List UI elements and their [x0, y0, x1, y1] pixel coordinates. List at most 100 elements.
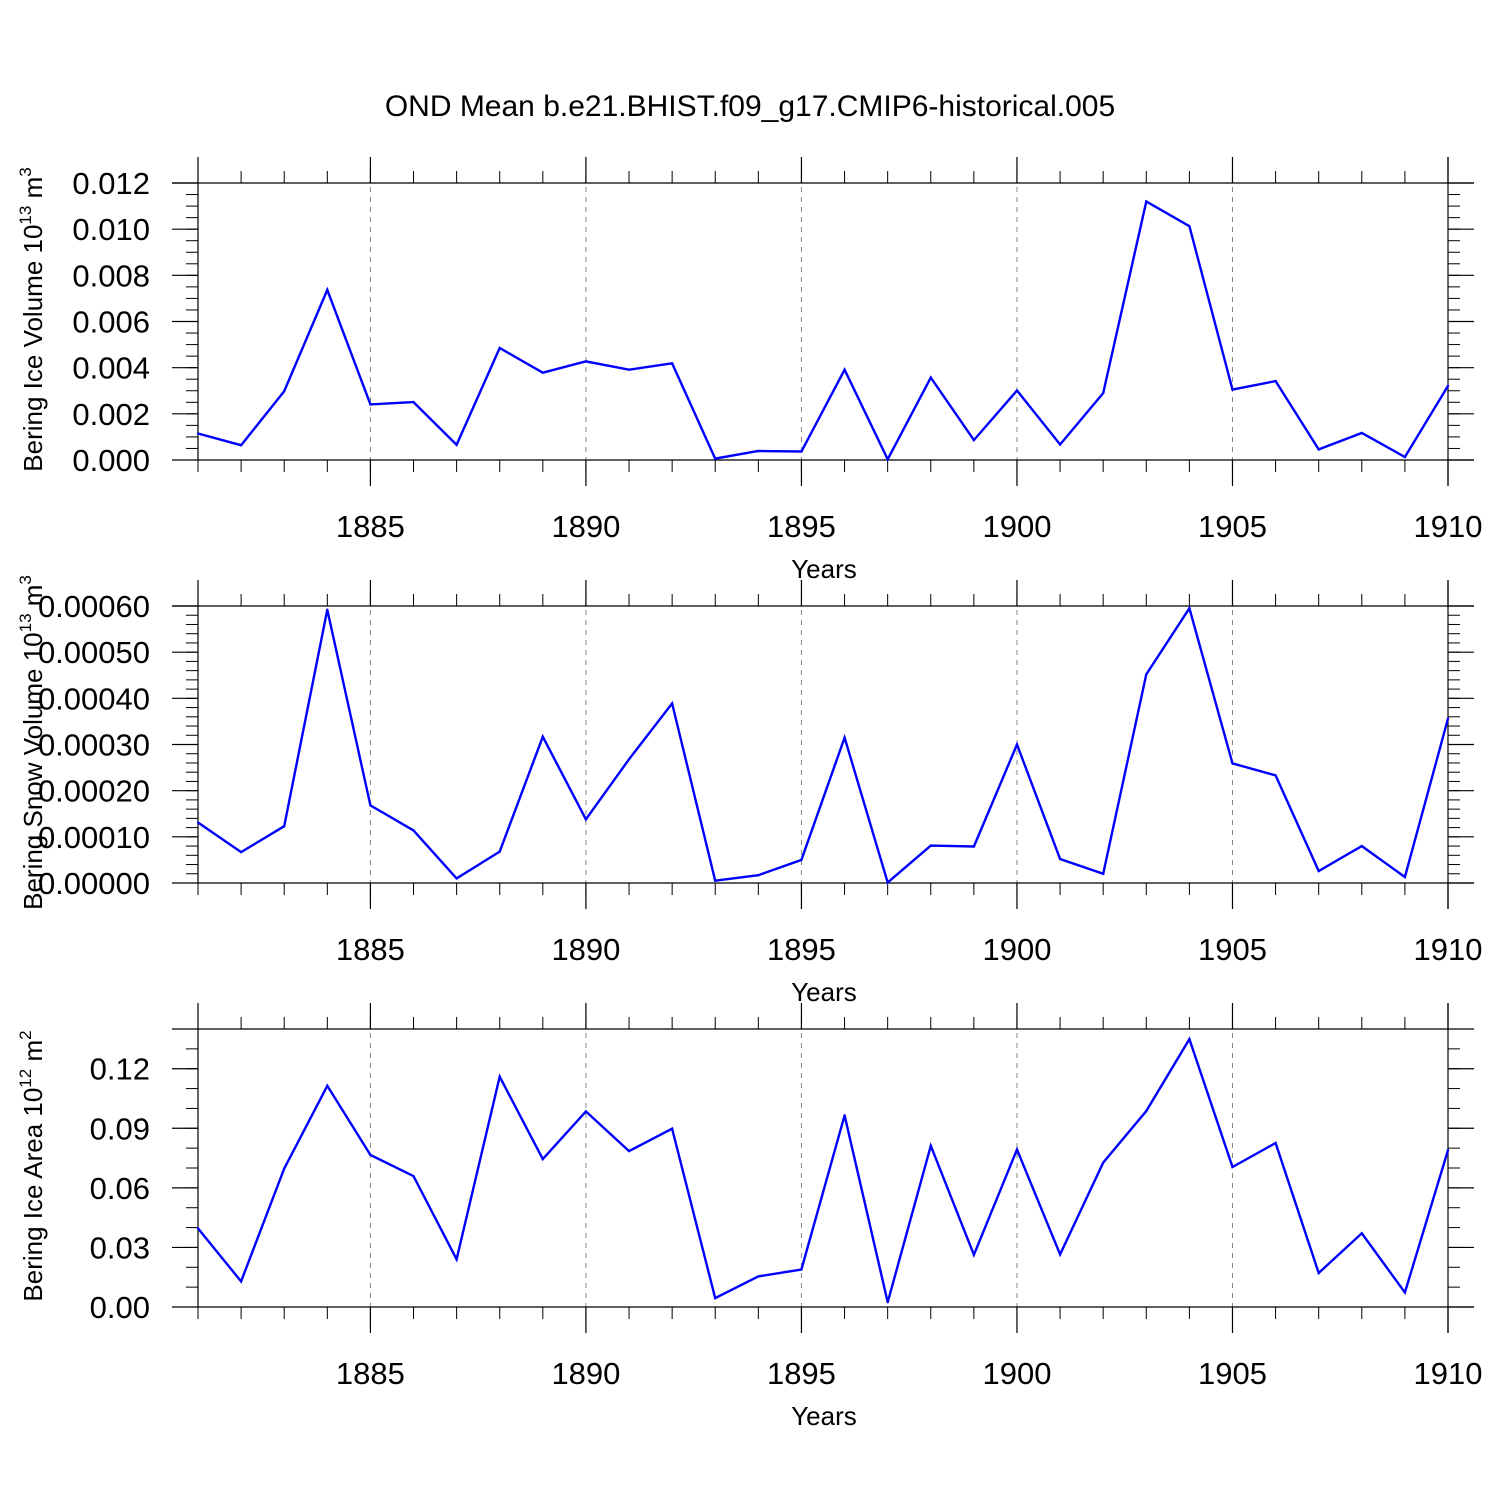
- chart-panel-1: 0.000 0.002 0.004 0.006 0.008 0.010 0.012 1885 1…: [16, 157, 1482, 584]
- y-tick-label: 0.00050: [38, 635, 150, 670]
- x-axis-title: Years: [791, 977, 857, 1007]
- y-tick-label: 0.09: [90, 1111, 150, 1146]
- data-point: [1446, 384, 1450, 388]
- data-point: [1145, 673, 1148, 676]
- x-tick-label: 1910: [1414, 509, 1483, 544]
- data-point: [1446, 717, 1450, 720]
- data-point: [196, 1227, 200, 1230]
- y-tick-label: 0.008: [72, 258, 150, 293]
- x-axis-title: Years: [791, 554, 857, 584]
- data-point: [1360, 844, 1363, 848]
- y-axis-title: Bering Ice Volume 1013 m3: [16, 167, 48, 471]
- data-point: [1188, 607, 1191, 610]
- y-tick-label: 0.00: [90, 1290, 150, 1325]
- y-tick-label: 0.03: [90, 1230, 150, 1265]
- data-point: [800, 1268, 803, 1271]
- data-point: [283, 825, 286, 828]
- x-tick-label: 1885: [336, 932, 405, 967]
- data-point: [1403, 875, 1407, 879]
- data-point: [541, 371, 545, 374]
- data-point: [584, 360, 588, 363]
- data-point: [1403, 1291, 1407, 1294]
- y-tick-label: 0.00010: [38, 820, 150, 855]
- data-point: [670, 362, 674, 365]
- x-tick-label: 1910: [1414, 932, 1483, 967]
- data-point: [369, 804, 372, 807]
- data-point: [412, 1174, 415, 1178]
- y-tick-label: 0.00020: [38, 774, 150, 809]
- data-point: [843, 368, 846, 371]
- data-point: [1015, 1148, 1019, 1151]
- data-point: [800, 450, 803, 453]
- data-point: [412, 400, 415, 404]
- data-point: [326, 288, 329, 292]
- x-tick-label: 1910: [1414, 1356, 1483, 1391]
- data-point: [239, 850, 243, 854]
- data-point: [1231, 388, 1234, 391]
- data-point: [929, 844, 932, 847]
- data-point: [1317, 1271, 1320, 1275]
- data-point: [714, 1296, 717, 1300]
- data-point: [1188, 1037, 1191, 1041]
- data-point: [369, 403, 372, 406]
- x-tick-label: 1905: [1198, 509, 1267, 544]
- data-point: [1101, 391, 1105, 395]
- data-point: [326, 608, 329, 611]
- data-point: [670, 702, 674, 705]
- y-tick-label: 0.00040: [38, 681, 150, 716]
- x-tick-label: 1900: [982, 1356, 1051, 1391]
- x-tick-label: 1895: [767, 932, 836, 967]
- data-point: [1101, 1161, 1105, 1164]
- data-point: [1274, 774, 1277, 777]
- data-point: [584, 1110, 588, 1113]
- y-tick-label: 0.06: [90, 1171, 150, 1206]
- data-point: [714, 879, 717, 882]
- data-point: [498, 850, 501, 853]
- data-point: [1101, 872, 1105, 875]
- chart-panel-3: 0.00 0.03 0.06 0.09 0.12 1885 1890 1895 1900 1905…: [16, 1003, 1482, 1431]
- y-tick-label: 0.00030: [38, 728, 150, 763]
- x-tick-label: 1895: [767, 509, 836, 544]
- x-axis-title: Years: [791, 1401, 857, 1431]
- data-point: [412, 829, 415, 832]
- data-point: [886, 881, 889, 884]
- data-point: [455, 1258, 458, 1261]
- data-point: [1231, 1165, 1234, 1169]
- series-line: [197, 605, 1450, 885]
- x-tick-label: 1890: [551, 932, 620, 967]
- data-point: [1058, 857, 1062, 861]
- x-tick-label: 1905: [1198, 932, 1267, 967]
- data-point: [283, 1167, 286, 1170]
- data-point: [800, 858, 803, 862]
- data-point: [239, 444, 243, 447]
- data-point: [1188, 224, 1191, 228]
- y-tick-label: 0.12: [90, 1052, 150, 1087]
- data-point: [757, 873, 760, 877]
- data-point: [1231, 762, 1234, 765]
- data-point: [929, 376, 932, 379]
- data-point: [1317, 448, 1320, 451]
- data-point: [972, 845, 976, 848]
- data-point: [886, 458, 889, 461]
- data-point: [1317, 869, 1320, 873]
- data-point: [1015, 389, 1019, 392]
- data-point: [326, 1084, 329, 1087]
- figure-title: OND Mean b.e21.BHIST.f09_g17.CMIP6-histo…: [384, 90, 1116, 123]
- data-point: [541, 735, 545, 738]
- y-tick-label: 0.010: [72, 212, 150, 247]
- y-tick-label: 0.012: [72, 166, 150, 201]
- data-point: [1274, 379, 1277, 383]
- y-tick-label: 0.000: [72, 443, 150, 478]
- x-tick-label: 1900: [982, 932, 1051, 967]
- data-point: [455, 877, 458, 880]
- x-tick-label: 1895: [767, 1356, 836, 1391]
- data-point: [1446, 1148, 1450, 1152]
- x-tick-label: 1900: [982, 509, 1051, 544]
- data-point: [627, 758, 631, 761]
- y-tick-label: 0.00060: [38, 589, 150, 624]
- data-point: [843, 736, 846, 739]
- data-point: [757, 1275, 760, 1278]
- data-point: [1058, 1253, 1062, 1256]
- data-point: [1360, 431, 1363, 435]
